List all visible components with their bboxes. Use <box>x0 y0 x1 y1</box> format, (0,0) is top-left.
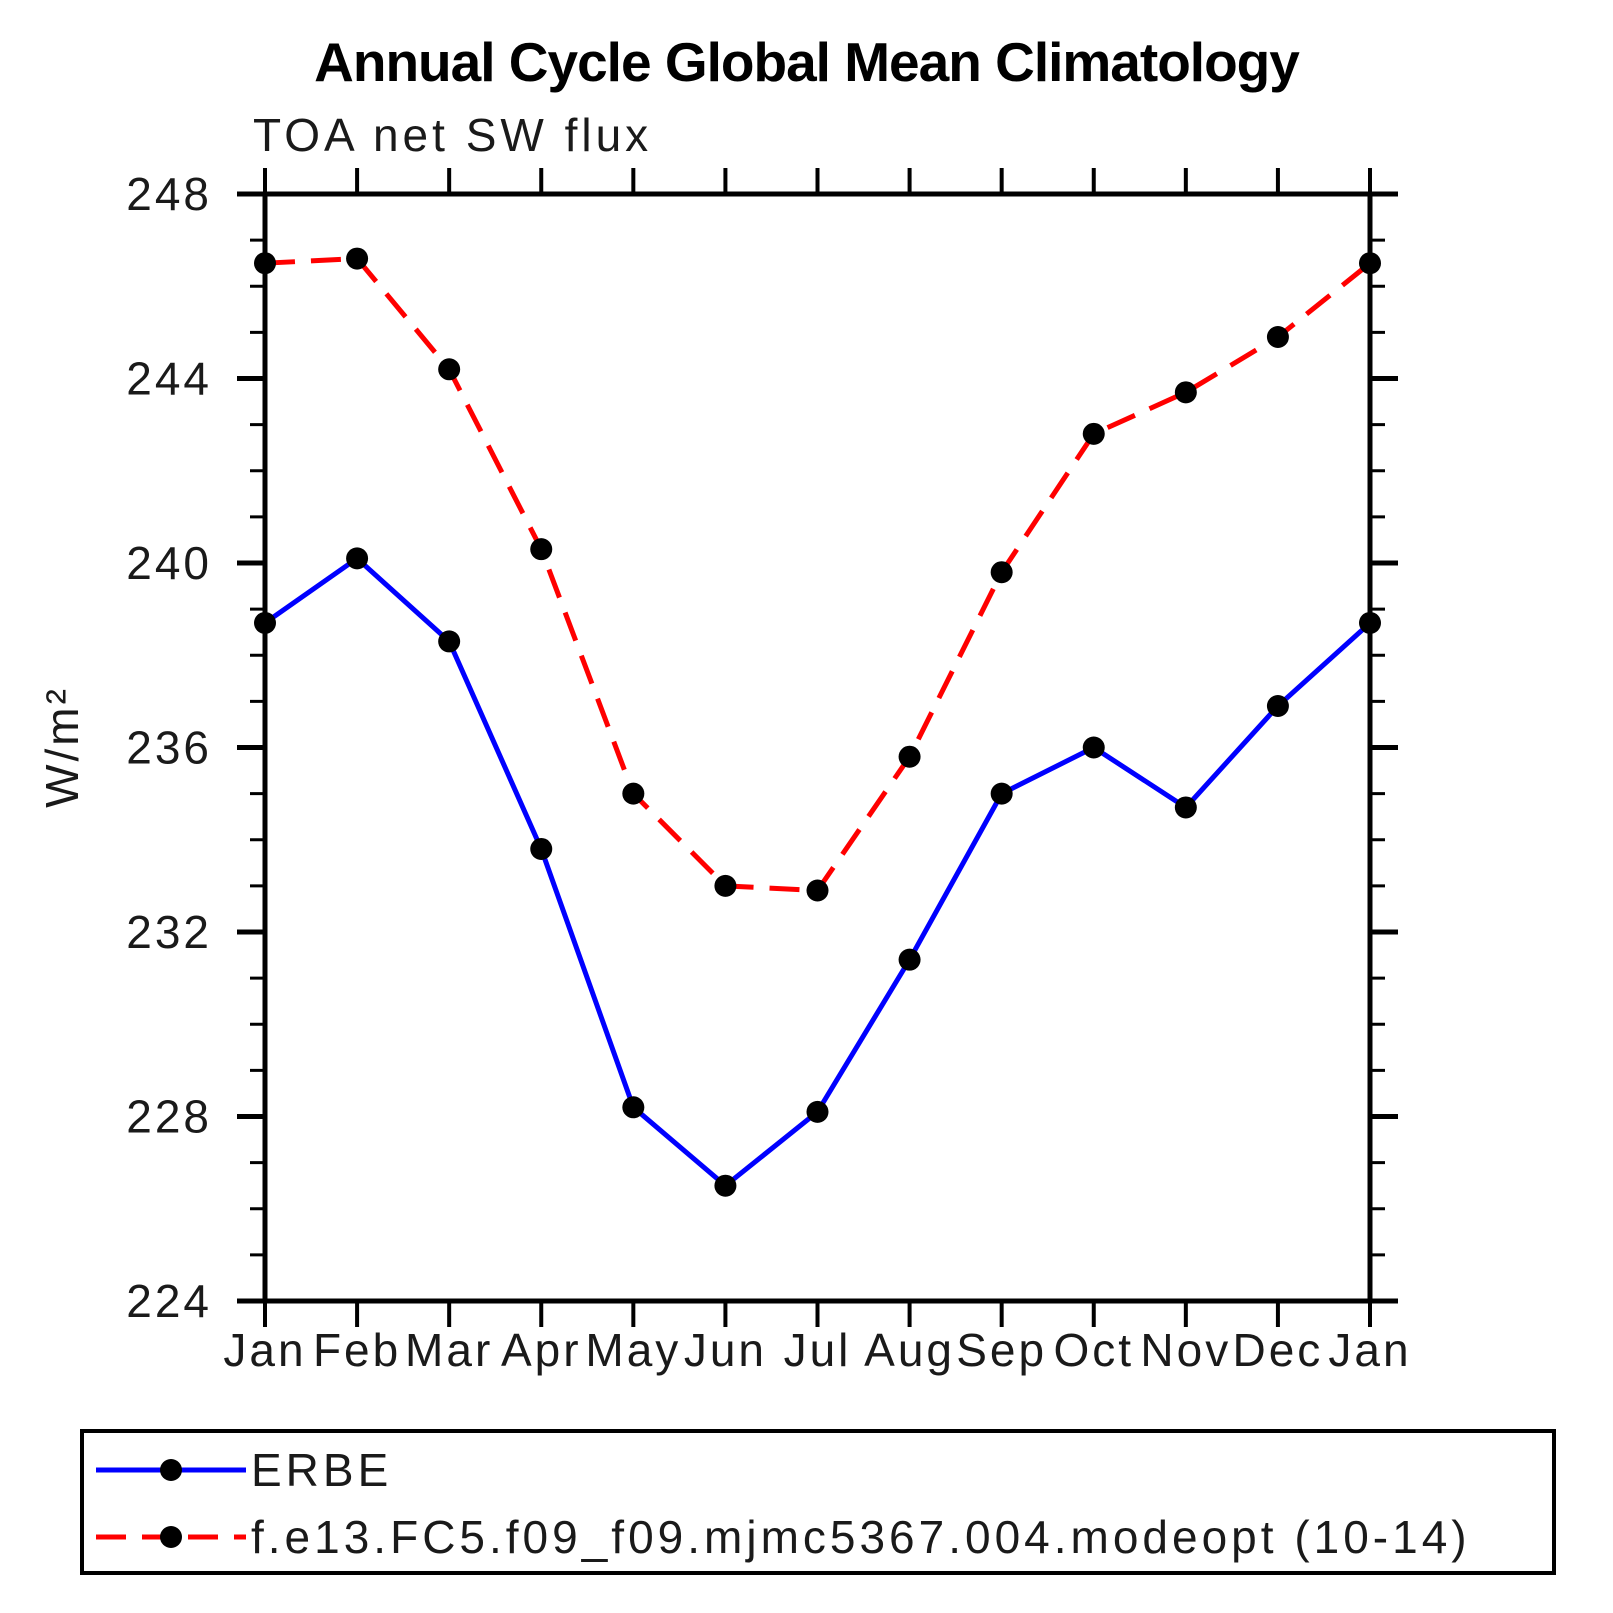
plot-subtitle: TOA net SW flux <box>253 109 653 161</box>
legend-marker-dot <box>160 1459 182 1481</box>
series-0-marker <box>898 948 921 971</box>
series-0-marker <box>254 611 276 634</box>
y-axis-tick-label: 224 <box>126 1275 212 1327</box>
x-axis-tick-label: Jan <box>1328 1324 1411 1376</box>
series-1-marker <box>1359 252 1381 275</box>
x-axis-tick-label: Apr <box>501 1324 582 1376</box>
plot-frame <box>262 191 1373 1304</box>
series-1-marker <box>1266 325 1289 348</box>
x-axis-tick-label: Sep <box>956 1324 1047 1376</box>
series-0-marker <box>1359 611 1381 634</box>
y-axis-title: W/m² <box>36 686 88 808</box>
series-1-marker <box>714 874 737 897</box>
series-1-marker <box>254 252 276 275</box>
y-axis-tick-label: 232 <box>126 906 212 958</box>
y-axis-tick-label: 244 <box>126 353 212 405</box>
series-line-1 <box>264 256 1372 894</box>
y-axis-tick-label: 236 <box>126 722 212 774</box>
series-0-marker <box>714 1174 737 1197</box>
series-0-marker <box>1174 796 1197 819</box>
y-axis-tick-label: 228 <box>126 1091 212 1143</box>
legend-label-model: f.e13.FC5.f09_f09.mjmc5367.004.modeopt (… <box>251 1511 1471 1563</box>
series-0-marker <box>806 1100 829 1123</box>
y-axis-tick-label: 248 <box>126 168 212 220</box>
series-1-marker <box>898 745 921 768</box>
legend-marker-dot <box>160 1526 182 1548</box>
x-axis-tick-label: Jan <box>223 1324 306 1376</box>
series-0-marker <box>990 782 1013 805</box>
series-1-marker <box>530 538 553 561</box>
y-axis-tick-label: 240 <box>126 537 212 589</box>
x-axis-tick-label: Feb <box>313 1324 401 1376</box>
x-axis-tick-label: Jul <box>784 1324 852 1376</box>
chart-legend: ERBE f.e13.FC5.f09_f09.mjmc5367.004.mode… <box>80 1429 1556 1575</box>
series-0-marker <box>346 547 369 570</box>
page-title: Annual Cycle Global Mean Climatology <box>314 31 1300 93</box>
x-axis-tick-label: Oct <box>1053 1324 1134 1376</box>
series-1-marker <box>1082 422 1105 445</box>
legend-entry-erbe: ERBE <box>91 1447 392 1493</box>
series-0-marker <box>622 1096 645 1119</box>
series-1-marker <box>438 358 461 381</box>
series-1-marker <box>346 247 369 270</box>
legend-sample-model-line <box>96 1526 246 1548</box>
series-0-marker <box>438 630 461 653</box>
x-axis-tick-label: May <box>585 1324 681 1376</box>
x-axis-tick-label: Jun <box>684 1324 767 1376</box>
series-1-marker <box>1174 381 1197 404</box>
x-axis-tick-label: Mar <box>405 1324 493 1376</box>
series-1-marker <box>806 879 829 902</box>
series-1-marker <box>990 561 1013 584</box>
series-0-marker <box>1266 694 1289 717</box>
x-axis-tick-label: Nov <box>1140 1324 1231 1376</box>
legend-entry-model: f.e13.FC5.f09_f09.mjmc5367.004.modeopt (… <box>91 1514 1471 1560</box>
x-axis-tick-label: Dec <box>1233 1324 1324 1376</box>
legend-label-erbe: ERBE <box>251 1444 393 1496</box>
series-0-marker <box>1082 736 1105 759</box>
series-line-0 <box>263 555 1372 1189</box>
x-axis-tick-label: Aug <box>864 1324 955 1376</box>
series-0-marker <box>530 837 553 860</box>
legend-sample-erbe-line <box>96 1459 246 1481</box>
series-1-marker <box>622 782 645 805</box>
